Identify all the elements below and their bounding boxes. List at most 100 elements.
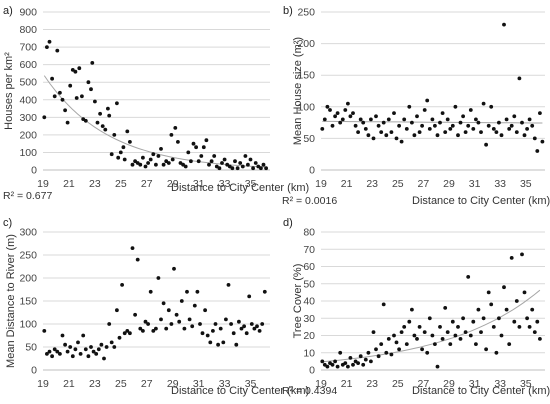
panel-a-data-point xyxy=(220,161,224,165)
panel-a-data-point xyxy=(52,94,57,99)
panel-a-x-tick-label: 27 xyxy=(141,178,153,190)
panel-d-x-tick-label: 21 xyxy=(341,378,353,390)
panel-c-data-point xyxy=(112,345,117,349)
panel-d-data-point xyxy=(417,325,422,329)
panel-d-x-tick-label: 35 xyxy=(520,378,532,390)
panel-d-data-point xyxy=(333,359,337,364)
panel-a-data-point xyxy=(251,166,256,171)
panel-b-data-point xyxy=(514,130,519,135)
panel-a-r2: R² = 0.677 xyxy=(3,190,52,202)
panel-d-data-point xyxy=(420,347,424,352)
panel-d-data-point xyxy=(371,330,376,334)
panel-b-data-point xyxy=(433,123,437,128)
panel-d-data-point xyxy=(486,290,491,295)
panel-a-data-point xyxy=(154,162,158,167)
panel-a-y-tick-label: 700 xyxy=(19,42,37,54)
panel-d-y-tick-label: 60 xyxy=(303,261,315,273)
panel-c-data-point xyxy=(252,326,257,331)
panel-a-x-tick-label: 25 xyxy=(115,178,127,190)
panel-b-data-point xyxy=(422,108,427,112)
panel-b-data-point xyxy=(412,133,417,138)
panel-c-data-point xyxy=(81,333,86,338)
panel-a-data-point xyxy=(130,162,135,167)
panel-d-data-point xyxy=(412,333,417,338)
panel-b-data-point xyxy=(379,130,384,135)
panel-d-data-point xyxy=(427,316,432,321)
panel-c-x-tick-label: 35 xyxy=(245,378,257,390)
panel-c-y-tick-label: 250 xyxy=(19,250,37,262)
panel-a-data-point xyxy=(73,69,78,74)
panel-c-ylabel: Mean Distance to River (m) xyxy=(5,234,17,368)
panel-c-data-point xyxy=(198,322,202,326)
panel-b-data-point xyxy=(425,98,430,103)
panel-d-x-tick-label: 19 xyxy=(315,378,327,390)
panel-b-x-tick-label: 19 xyxy=(315,178,327,190)
panel-d-data-point xyxy=(445,330,450,334)
panel-d-data-point xyxy=(450,319,455,324)
panel-d-data-point xyxy=(343,361,348,365)
panel-a-data-point xyxy=(230,166,235,171)
panel-b-data-point xyxy=(353,123,358,128)
panel-d-y-tick-label: 70 xyxy=(303,244,315,256)
panel-d-data-point xyxy=(348,356,353,360)
panel-c-data-point xyxy=(244,331,249,336)
panel-d: d) Tree Cover (%) Distance to City Cente… xyxy=(282,217,550,397)
panel-b-ylabel: Mean House size (m²) xyxy=(292,37,304,145)
panel-b-trendline xyxy=(322,120,543,124)
panel-d-data-point xyxy=(399,330,404,334)
panel-d-data-point xyxy=(346,364,350,369)
panel-b-data-point xyxy=(445,117,450,122)
panel-b-data-point xyxy=(399,139,404,144)
panel-b-data-point xyxy=(338,120,343,125)
panel-a-data-point xyxy=(159,147,163,151)
panel-d-data-point xyxy=(384,350,389,355)
panel-b-data-point xyxy=(346,101,350,106)
panel-b-data-point xyxy=(535,149,540,153)
panel-c-data-point xyxy=(185,289,189,294)
panel-d-x-tick-label: 31 xyxy=(469,378,481,390)
panel-d-data-point xyxy=(410,307,414,312)
panel-a-data-point xyxy=(109,152,114,157)
panel-c-data-point xyxy=(187,317,192,322)
panel-d-data-point xyxy=(481,316,486,321)
panel-d-data-point xyxy=(433,342,437,346)
panel-d-data-point xyxy=(389,352,394,357)
panel-a-data-point xyxy=(63,108,67,113)
panel-c-data-point xyxy=(161,301,166,306)
panel-c-data-point xyxy=(52,347,57,352)
panel-d-data-point xyxy=(497,316,501,321)
panel-c-data-point xyxy=(68,345,73,349)
panel-c-data-point xyxy=(117,335,122,340)
panel-d-data-point xyxy=(491,325,496,329)
panel-b-data-point xyxy=(351,111,355,115)
panel-d-data-point xyxy=(397,347,401,352)
panel-b-data-point xyxy=(386,117,391,122)
panel-a-data-point xyxy=(222,157,227,162)
panel-b-xlabel: Distance to City Center (km) xyxy=(412,195,550,207)
panel-a-x-tick-label: 29 xyxy=(167,178,179,190)
panel-c-data-point xyxy=(94,352,99,356)
panel-a-data-point xyxy=(83,118,88,123)
panel-b-data-point xyxy=(358,117,363,122)
panel-c-data-point xyxy=(200,331,205,336)
panel-c-data-point xyxy=(154,326,158,331)
panel-c-data-point xyxy=(237,319,241,324)
panel-b-data-point xyxy=(407,104,412,109)
panel-c-data-point xyxy=(192,303,197,308)
panel-a-y-tick-label: 100 xyxy=(19,147,37,159)
panel-d-y-tick-label: 50 xyxy=(303,278,315,290)
panel-c-x-tick-label: 21 xyxy=(63,378,75,390)
panel-d-data-point xyxy=(458,337,463,341)
panel-c-data-point xyxy=(102,356,106,361)
panel-b-data-point xyxy=(502,22,506,27)
panel-a-data-point xyxy=(47,39,52,44)
panel-a-x-tick-label: 21 xyxy=(63,178,75,190)
panel-d-data-point xyxy=(538,337,542,341)
panel-a-data-point xyxy=(207,162,211,167)
panel-b-data-point xyxy=(499,133,504,138)
panel-c-data-point xyxy=(141,329,145,333)
panel-b-x-tick-label: 23 xyxy=(366,178,378,190)
panel-c-data-point xyxy=(221,340,226,345)
panel-d-data-point xyxy=(351,362,355,367)
panel-b-data-point xyxy=(430,117,435,122)
